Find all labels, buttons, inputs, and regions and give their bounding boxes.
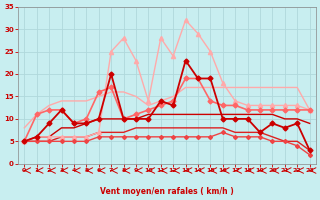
X-axis label: Vent moyen/en rafales ( km/h ): Vent moyen/en rafales ( km/h ) bbox=[100, 187, 234, 196]
